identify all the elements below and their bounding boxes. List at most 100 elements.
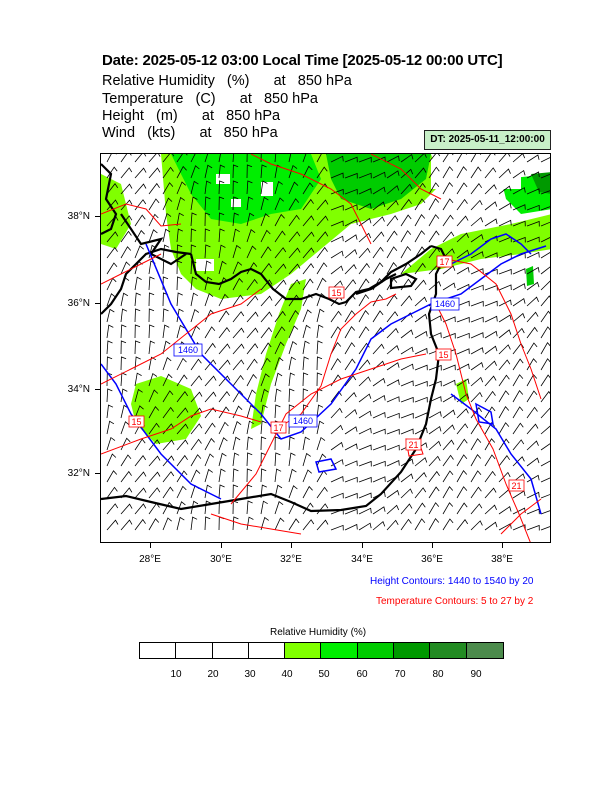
wind-barb	[372, 377, 386, 387]
wind-barb	[456, 423, 469, 435]
wind-barb	[162, 357, 172, 371]
wind-barb	[288, 247, 301, 259]
height-contour-note: Height Contours: 1440 to 1540 by 20	[370, 576, 534, 587]
wind-barb	[526, 457, 540, 467]
wind-barb	[358, 492, 372, 499]
wind-barb	[120, 308, 128, 323]
wind-barb	[260, 436, 267, 451]
wind-barb	[428, 182, 440, 195]
wind-barb	[148, 154, 161, 163]
wind-barb	[414, 167, 427, 179]
wind-barb	[204, 196, 211, 211]
wind-barb	[302, 263, 315, 275]
wind-barb	[386, 170, 400, 179]
wind-barb	[302, 452, 311, 467]
wind-barb	[344, 172, 358, 179]
wind-barb	[316, 388, 323, 403]
svg-text:1460: 1460	[435, 299, 455, 309]
wind-barb	[246, 278, 258, 291]
wind-barb	[498, 314, 512, 323]
wind-barb	[260, 516, 269, 531]
wind-barb	[512, 169, 526, 179]
wind-barb	[274, 279, 287, 291]
wind-barb	[274, 452, 281, 467]
wind-barb	[260, 468, 267, 483]
wind-barb	[484, 218, 498, 227]
wind-barb	[190, 276, 198, 291]
wind-barb	[358, 393, 372, 403]
wind-barb	[148, 324, 155, 339]
wind-barb	[330, 342, 342, 355]
wind-barb	[162, 228, 171, 243]
wind-barb	[148, 182, 160, 195]
wind-barb	[358, 278, 370, 291]
wind-barb	[428, 425, 442, 435]
colorbar-swatch	[212, 643, 249, 658]
lon-label: 34°E	[351, 554, 373, 565]
wind-barb	[246, 164, 253, 179]
wind-barb	[512, 422, 524, 435]
wind-barb	[316, 246, 328, 259]
temperature-label: 17	[270, 421, 287, 434]
wind-barb	[526, 188, 540, 195]
wind-barb	[316, 166, 328, 179]
wind-barb	[260, 180, 268, 195]
wind-barb	[246, 420, 254, 435]
wind-barb	[246, 311, 259, 323]
wind-barb	[442, 502, 454, 515]
wind-barb	[162, 486, 174, 499]
wind-barb	[400, 214, 412, 227]
wind-barb	[218, 484, 225, 499]
wind-barb	[512, 490, 526, 499]
wind-barb	[204, 228, 211, 243]
wind-barb	[498, 344, 511, 355]
wind-barb	[442, 454, 454, 467]
wind-barb	[330, 524, 344, 531]
wind-barb	[456, 454, 468, 467]
wind-barb	[134, 308, 141, 323]
wind-barb	[358, 202, 372, 211]
lat-label: 36°N	[67, 298, 90, 309]
wind-barb	[288, 404, 295, 419]
wind-barb	[120, 487, 133, 499]
wind-barb	[344, 156, 358, 163]
wind-barb	[456, 519, 469, 531]
wind-barb	[274, 404, 281, 419]
wind-barb	[358, 310, 370, 323]
wind-barb	[372, 262, 384, 275]
wind-barb	[120, 199, 133, 211]
wind-barb	[400, 396, 414, 403]
wind-barb	[484, 154, 496, 163]
wind-barb	[120, 324, 127, 339]
wind-barb	[484, 406, 496, 419]
wind-barb	[344, 443, 358, 451]
wind-barb	[120, 503, 133, 515]
wind-barb	[232, 468, 239, 483]
wind-barb	[400, 278, 412, 291]
wind-barb	[148, 455, 161, 467]
wind-barb	[232, 228, 240, 243]
wind-barb	[260, 213, 270, 227]
wind-barb	[148, 276, 155, 291]
wind-barb	[204, 164, 213, 179]
wind-barb	[288, 325, 299, 339]
wind-barb	[540, 510, 550, 515]
temperature-label: 15	[435, 348, 452, 361]
wind-barb	[316, 404, 324, 419]
wind-barb	[204, 260, 212, 275]
wind-barb	[498, 422, 510, 435]
wind-barb	[526, 342, 538, 355]
wind-barb	[442, 394, 456, 403]
wind-barb	[106, 183, 119, 195]
wind-barb	[414, 198, 426, 211]
wind-barb	[358, 172, 372, 179]
wind-barb	[232, 164, 239, 179]
wind-barb	[470, 391, 483, 403]
wind-barb	[526, 281, 540, 291]
wind-barb	[288, 231, 301, 243]
temperature-contours	[101, 154, 542, 542]
wind-barb	[260, 500, 268, 515]
wind-barb	[442, 486, 454, 499]
wind-barb	[288, 388, 295, 403]
wind-barb	[456, 393, 470, 403]
